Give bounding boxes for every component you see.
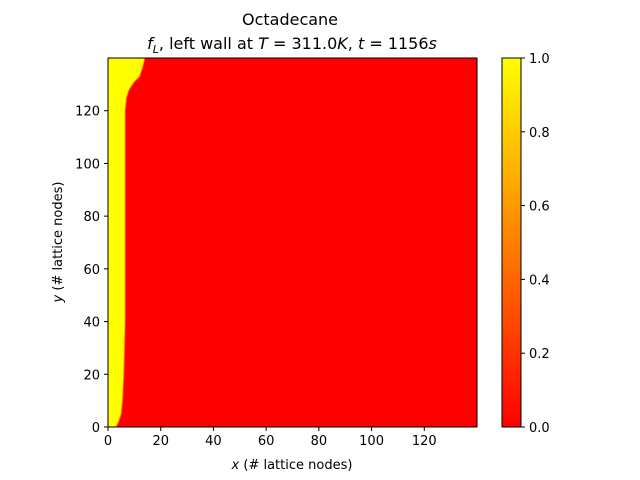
x-axis-ticks: 0 20 40 60 80 100 120 xyxy=(104,427,437,449)
subtitle-T-unit: K xyxy=(337,34,349,53)
x-axis-label: x (# lattice nodes) xyxy=(231,458,353,473)
subtitle-subscript: L xyxy=(153,43,159,56)
subtitle-T-var: T xyxy=(258,34,269,53)
y-axis-label: y (# lattice nodes) xyxy=(51,182,66,304)
y-tick-label: 120 xyxy=(75,105,100,120)
colorbar-tick-label: 1.0 xyxy=(529,52,550,67)
subtitle-t-var: t xyxy=(358,34,365,53)
subtitle-t-unit: s xyxy=(429,34,437,53)
subtitle-symbol: f xyxy=(147,34,155,53)
x-tick-label: 100 xyxy=(359,434,384,449)
colorbar-tick-label: 0.0 xyxy=(529,421,550,436)
subtitle-t-value: = 1156 xyxy=(364,34,428,53)
liquid-region xyxy=(108,58,145,427)
y-tick-label: 60 xyxy=(83,263,100,278)
chart-title: Octadecane xyxy=(242,10,338,29)
colorbar: 0.0 0.2 0.4 0.6 0.8 1.0 xyxy=(501,52,550,436)
x-tick-label: 20 xyxy=(152,434,169,449)
x-tick-label: 40 xyxy=(205,434,222,449)
y-tick-label: 0 xyxy=(92,421,100,436)
subtitle-text-a: , left wall at xyxy=(159,34,258,53)
y-axis-ticks: 0 20 40 60 80 100 120 xyxy=(75,105,108,436)
x-tick-label: 120 xyxy=(412,434,437,449)
y-tick-label: 20 xyxy=(83,368,100,383)
x-tick-label: 0 xyxy=(104,434,112,449)
solid-region xyxy=(108,58,477,427)
subtitle-T-value: = 311.0 xyxy=(268,34,337,53)
x-tick-label: 80 xyxy=(311,434,328,449)
y-tick-label: 40 xyxy=(83,316,100,331)
colorbar-tick-label: 0.6 xyxy=(529,200,550,215)
subtitle-sep: , xyxy=(348,34,358,53)
y-tick-label: 100 xyxy=(75,157,100,172)
plot-frame xyxy=(107,57,478,428)
x-tick-label: 60 xyxy=(258,434,275,449)
colorbar-gradient xyxy=(501,57,522,428)
chart-subtitle: fL, left wall at T = 311.0K, t = 1156s xyxy=(147,34,437,56)
plot-area xyxy=(107,57,478,428)
colorbar-tick-label: 0.2 xyxy=(529,347,550,362)
colorbar-tick-label: 0.8 xyxy=(529,126,550,141)
colorbar-ticks: 0.0 0.2 0.4 0.6 0.8 1.0 xyxy=(521,52,550,436)
colorbar-tick-label: 0.4 xyxy=(529,273,550,288)
y-tick-label: 80 xyxy=(83,210,100,225)
